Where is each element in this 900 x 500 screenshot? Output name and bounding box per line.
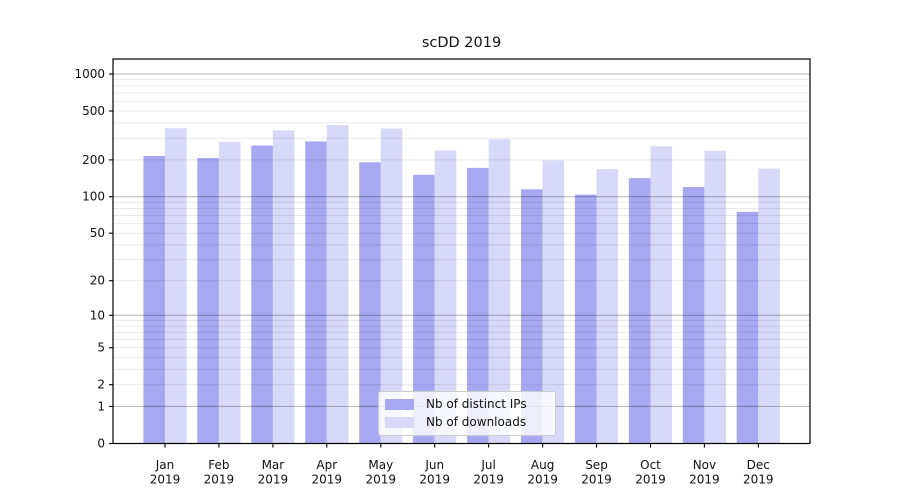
y-tick-label-20: 20 <box>90 274 105 288</box>
chart-title: scDD 2019 <box>421 35 502 51</box>
x-tick-label-apr-2019: Apr 2019 <box>312 458 343 487</box>
bar-dec-2019-nb-of-downloads <box>758 168 780 444</box>
x-tick-label-may-2019: May 2019 <box>366 458 397 487</box>
legend: Nb of distinct IPs Nb of downloads <box>378 391 556 436</box>
x-tick-label-jan-2019: Jan 2019 <box>150 458 181 487</box>
bar-apr-2019-nb-of-downloads <box>326 125 349 444</box>
bar-oct-2019-nb-of-distinct-ips <box>628 178 651 444</box>
bar-mar-2019-nb-of-distinct-ips <box>251 145 273 444</box>
legend-label-downloads: Nb of downloads <box>426 415 527 429</box>
plot-border <box>112 58 811 445</box>
y-tick-label-1: 1 <box>97 399 105 413</box>
bar-oct-2019-nb-of-downloads <box>650 146 673 444</box>
legend-swatch-distinct-ips <box>385 398 414 410</box>
x-tick-label-oct-2019: Oct 2019 <box>635 458 666 487</box>
bar-jul-2019-nb-of-distinct-ips <box>467 167 489 444</box>
bar-feb-2019-nb-of-downloads <box>218 141 241 444</box>
x-tick-label-aug-2019: Aug 2019 <box>527 458 558 487</box>
y-tick-label-0: 0 <box>97 437 105 451</box>
legend-label-distinct-ips: Nb of distinct IPs <box>426 397 527 411</box>
bar-aug-2019-nb-of-distinct-ips <box>521 189 543 444</box>
bar-may-2019-nb-of-downloads <box>380 128 403 444</box>
legend-item-downloads: Nb of downloads <box>385 415 547 429</box>
x-tick-label-dec-2019: Dec 2019 <box>743 458 774 487</box>
bar-may-2019-nb-of-distinct-ips <box>359 162 381 444</box>
bar-apr-2019-nb-of-distinct-ips <box>305 141 327 444</box>
x-tick-label-jul-2019: Jul 2019 <box>473 458 504 487</box>
y-tick-label-10: 10 <box>90 308 105 322</box>
y-tick-label-200: 200 <box>82 153 105 167</box>
bar-feb-2019-nb-of-distinct-ips <box>197 158 219 444</box>
x-tick-label-sep-2019: Sep 2019 <box>581 458 612 487</box>
legend-item-distinct-ips: Nb of distinct IPs <box>385 397 547 411</box>
y-tick-label-2: 2 <box>97 378 105 392</box>
bar-jul-2019-nb-of-downloads <box>488 139 511 444</box>
y-tick-label-100: 100 <box>82 190 105 204</box>
bar-nov-2019-nb-of-downloads <box>704 150 726 444</box>
y-tick-label-1000: 1000 <box>74 67 105 81</box>
bar-mar-2019-nb-of-downloads <box>272 130 295 444</box>
bar-jun-2019-nb-of-downloads <box>434 150 457 444</box>
bar-sep-2019-nb-of-downloads <box>596 169 619 444</box>
bar-jun-2019-nb-of-distinct-ips <box>413 174 435 444</box>
y-tick-label-500: 500 <box>82 104 105 118</box>
legend-swatch-downloads <box>385 416 414 428</box>
x-tick-label-jun-2019: Jun 2019 <box>419 458 450 487</box>
x-tick-label-nov-2019: Nov 2019 <box>689 458 720 487</box>
bar-jan-2019-nb-of-distinct-ips <box>143 156 165 444</box>
bar-dec-2019-nb-of-distinct-ips <box>736 211 759 444</box>
x-tick-label-mar-2019: Mar 2019 <box>258 458 289 487</box>
y-tick-label-50: 50 <box>90 226 105 240</box>
y-tick-label-5: 5 <box>97 341 105 355</box>
bar-aug-2019-nb-of-downloads <box>542 160 565 444</box>
bar-sep-2019-nb-of-distinct-ips <box>574 194 597 444</box>
bar-jan-2019-nb-of-downloads <box>165 128 187 444</box>
x-tick-label-feb-2019: Feb 2019 <box>204 458 235 487</box>
bar-nov-2019-nb-of-distinct-ips <box>682 187 705 444</box>
